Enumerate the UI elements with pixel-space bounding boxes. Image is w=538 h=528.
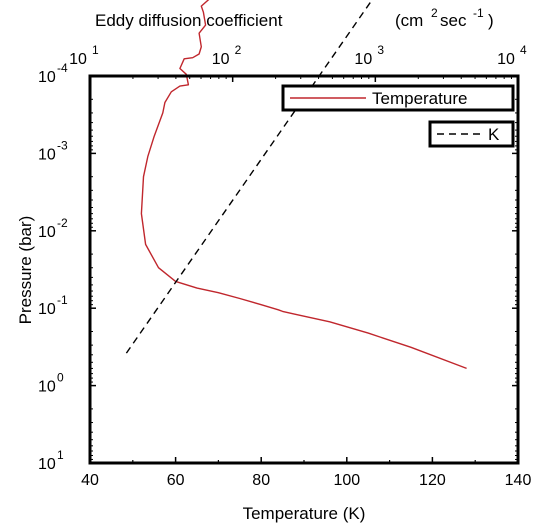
y-tick-label-exp: -3 [57,138,68,152]
top-axis-label: Eddy diffusion coefficient [95,11,283,30]
top-axis-unit-exp2: -1 [473,6,484,20]
x-tick-label: 140 [505,472,532,489]
y-tick-label-base: 10 [38,146,56,163]
top-tick-label-base: 10 [69,51,87,68]
y-axis-label: Pressure (bar) [16,216,35,325]
top-tick-label-exp: 4 [520,43,527,57]
y-tick-label-base: 10 [38,69,56,86]
y-tick-label-exp: 1 [57,448,64,462]
top-axis-unit: (cm 2 sec -1 ) [395,6,494,30]
x-tick-label: 120 [419,472,446,489]
legend-temperature: Temperature [281,84,515,112]
top-axis-unit-close: ) [488,11,494,30]
series-line-temperature [140,0,467,370]
y-tick-label-exp: 0 [57,371,64,385]
top-tick-label-base: 10 [354,51,372,68]
legend-k-label: K [488,125,500,144]
top-tick-label-exp: 1 [92,43,99,57]
x-axis-label: Temperature (K) [243,504,366,523]
top-tick-label-exp: 3 [377,43,384,57]
x-tick-label: 60 [167,472,185,489]
y-tick-label-exp: -1 [57,293,68,307]
tick-layer: 40 60 80 100 120 14010-410-310-210-1100101101… [38,43,531,489]
legend-k: K [428,120,515,148]
series-line-k [125,0,373,354]
y-tick-label-base: 10 [38,224,56,241]
top-axis-unit-open: (cm [395,11,423,30]
series-layer [125,0,467,370]
top-tick-label-base: 10 [497,51,515,68]
y-tick-label-exp: -2 [57,216,68,230]
plot-area [88,0,520,465]
top-tick-label-exp: 2 [235,43,242,57]
y-tick-label-base: 10 [38,379,56,396]
x-tick-label: 40 [81,472,99,489]
y-tick-label-base: 10 [38,301,56,318]
top-tick-label-base: 10 [212,51,230,68]
top-axis-unit-mid: sec [440,11,467,30]
y-tick-label-exp: -4 [57,61,68,75]
x-tick-label: 100 [333,472,360,489]
top-axis-unit-exp1: 2 [431,6,438,20]
x-tick-label: 80 [252,472,270,489]
y-tick-label-base: 10 [38,456,56,473]
legend-temperature-label: Temperature [372,89,467,108]
